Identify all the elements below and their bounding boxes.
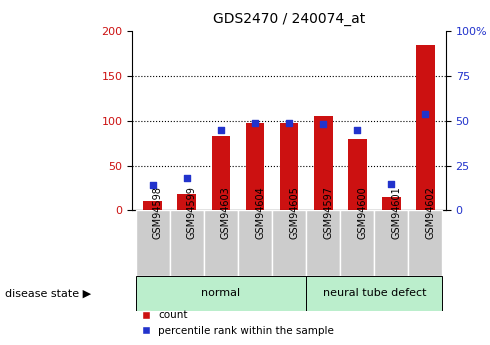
Bar [280,124,298,210]
Point [353,127,361,132]
Text: GSM94603: GSM94603 [221,186,231,239]
Text: GSM94601: GSM94601 [392,186,401,239]
Text: neural tube defect: neural tube defect [322,288,426,298]
Bar [314,116,333,210]
Bar [348,139,367,210]
Bar [136,210,170,276]
Bar [382,197,401,210]
Point [251,120,259,125]
Bar [170,210,204,276]
Text: GSM94600: GSM94600 [357,186,368,239]
Bar [144,201,162,210]
Bar [177,194,196,210]
Title: GDS2470 / 240074_at: GDS2470 / 240074_at [213,12,365,26]
Point [285,120,293,125]
Text: GSM94605: GSM94605 [289,186,299,239]
Text: GSM94602: GSM94602 [425,186,436,239]
Point [183,175,191,181]
Bar [238,210,272,276]
Point [319,121,327,127]
Bar [306,276,442,310]
Bar [212,136,230,210]
Text: GSM94598: GSM94598 [153,186,163,239]
Text: GSM94597: GSM94597 [323,186,333,239]
Bar [374,210,408,276]
Bar [245,122,265,210]
Point [149,183,157,188]
Text: normal: normal [201,288,241,298]
Point [421,111,429,116]
Bar [340,210,374,276]
Text: disease state ▶: disease state ▶ [5,288,91,298]
Legend: count, percentile rank within the sample: count, percentile rank within the sample [138,306,339,340]
Bar [136,276,306,310]
Bar [204,210,238,276]
Bar [408,210,442,276]
Point [388,181,395,186]
Bar [306,210,340,276]
Point [217,127,225,132]
Text: GSM94604: GSM94604 [255,186,265,239]
Bar [416,45,435,210]
Text: GSM94599: GSM94599 [187,186,197,239]
Bar [272,210,306,276]
